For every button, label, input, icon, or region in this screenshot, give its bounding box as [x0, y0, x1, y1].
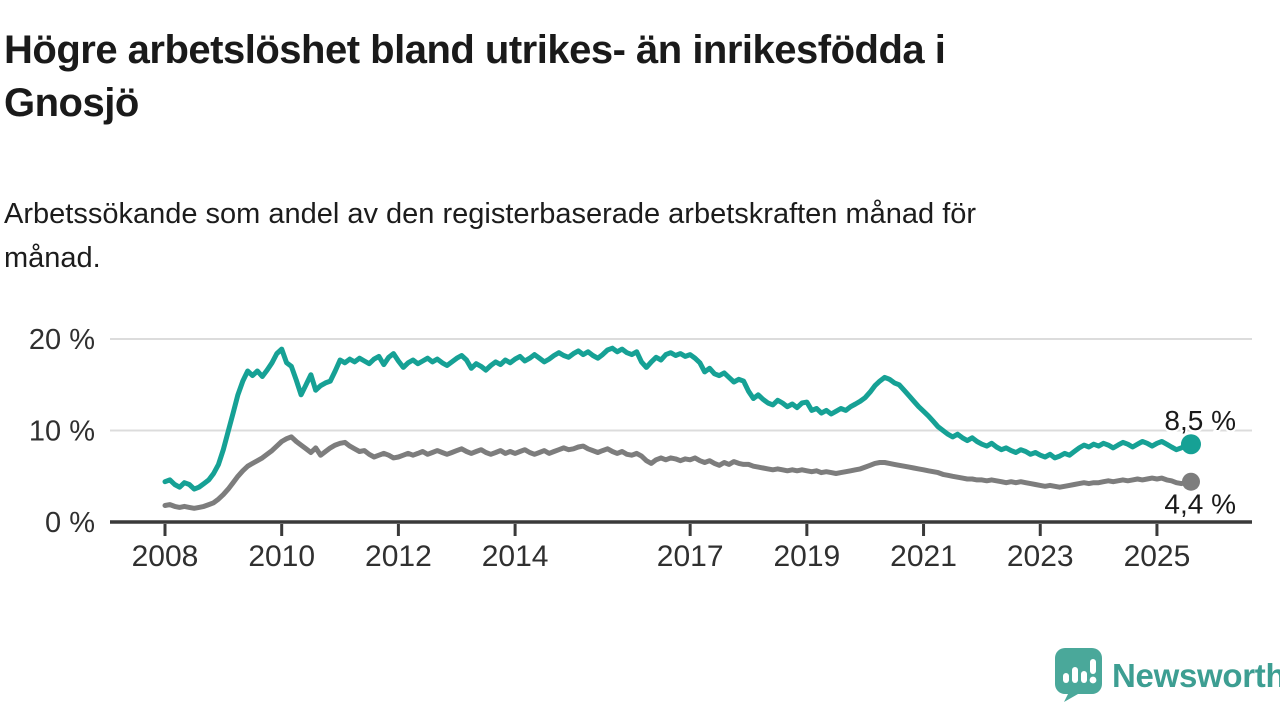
end-value-label-total: 4,4 %: [1164, 489, 1236, 520]
title-line-1: Högre arbetslöshet bland utrikes- än inr…: [4, 28, 946, 72]
y-tick-label-20: 20 %: [29, 324, 95, 356]
y-tick-label-0: 0 %: [45, 507, 95, 539]
end-dot-utlandsfodda: [1180, 434, 1201, 455]
chart-subtitle: Arbetssökande som andel av den registerb…: [4, 192, 1244, 280]
title-line-2: Gnosjö: [4, 81, 139, 125]
logo-bar-1: [1063, 673, 1069, 683]
end-dot-total: [1181, 472, 1200, 491]
x-tick-label-2019: 2019: [773, 540, 840, 573]
logo-exclamation-dot: [1089, 676, 1097, 684]
x-tick-label-2012: 2012: [365, 540, 432, 573]
logo-speech-bubble: [1055, 648, 1102, 702]
logo-bar-2: [1072, 667, 1078, 683]
x-tick-label-2014: 2014: [482, 540, 549, 573]
series-line-total: [162, 434, 1194, 511]
brand-name: Newsworthy: [1112, 656, 1280, 694]
subtitle-line-2: månad.: [4, 242, 101, 274]
x-tick-label-2021: 2021: [890, 540, 957, 573]
logo-bar-3: [1081, 671, 1087, 683]
subtitle-line-1: Arbetssökande som andel av den registerb…: [4, 198, 977, 230]
unemployment-line-chart: 2008 2010 2012 2014 2017 2019 2021 2023 2025 0 % 1…: [29, 324, 1252, 573]
x-tick-label-2017: 2017: [657, 540, 724, 573]
x-tick-label-2010: 2010: [248, 540, 315, 573]
logo-exclamation-bar: [1090, 659, 1096, 674]
y-tick-label-10: 10 %: [29, 416, 95, 448]
end-value-label-utlandsfodda: 8,5 %: [1164, 405, 1236, 436]
newsworthy-logo-icon: [1055, 648, 1102, 702]
series-line-utlandsfodda: [162, 345, 1194, 492]
x-tick-label-2023: 2023: [1007, 540, 1074, 573]
page-title: Högre arbetslöshet bland utrikes- än inr…: [4, 24, 1244, 130]
x-tick-label-2025: 2025: [1124, 540, 1191, 573]
x-tick-label-2008: 2008: [132, 540, 199, 573]
newsworthy-brand: Newsworthy: [1054, 648, 1280, 703]
